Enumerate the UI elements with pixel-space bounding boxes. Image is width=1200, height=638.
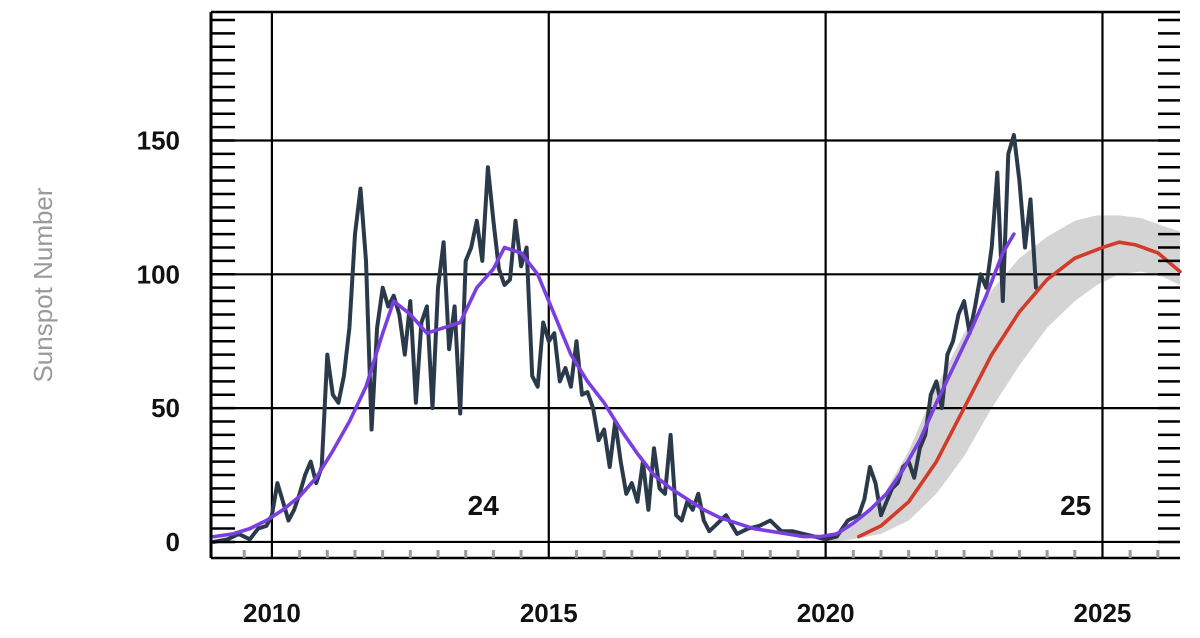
prediction-band-layer [825, 215, 1180, 542]
frame-layer [209, 10, 1180, 560]
x-tick-label-2020: 2020 [797, 598, 855, 628]
prediction-band [825, 215, 1180, 542]
y-tick-label-0: 0 [166, 527, 180, 557]
y-tick-label-150: 150 [137, 125, 180, 155]
predicted-series-line [856, 240, 1182, 539]
grid-layer [211, 12, 1180, 558]
cycle-label-25: 25 [1060, 490, 1091, 521]
y-tick-label-100: 100 [137, 259, 180, 289]
smoothed-series-line [212, 232, 1016, 539]
series-layer [211, 133, 1182, 544]
monthly-series-line [211, 133, 1038, 544]
x-tick-label-2010: 2010 [243, 598, 301, 628]
y-tick-label-50: 50 [151, 393, 180, 423]
cycle-label-24: 24 [468, 490, 500, 521]
label-layer: 0 50 100 150 2010 2015 2020 2025 24 25 [137, 125, 1132, 628]
x-tick-label-2015: 2015 [520, 598, 578, 628]
x-tick-label-2025: 2025 [1074, 598, 1132, 628]
y-axis-title: Sunspot Number [28, 187, 58, 382]
